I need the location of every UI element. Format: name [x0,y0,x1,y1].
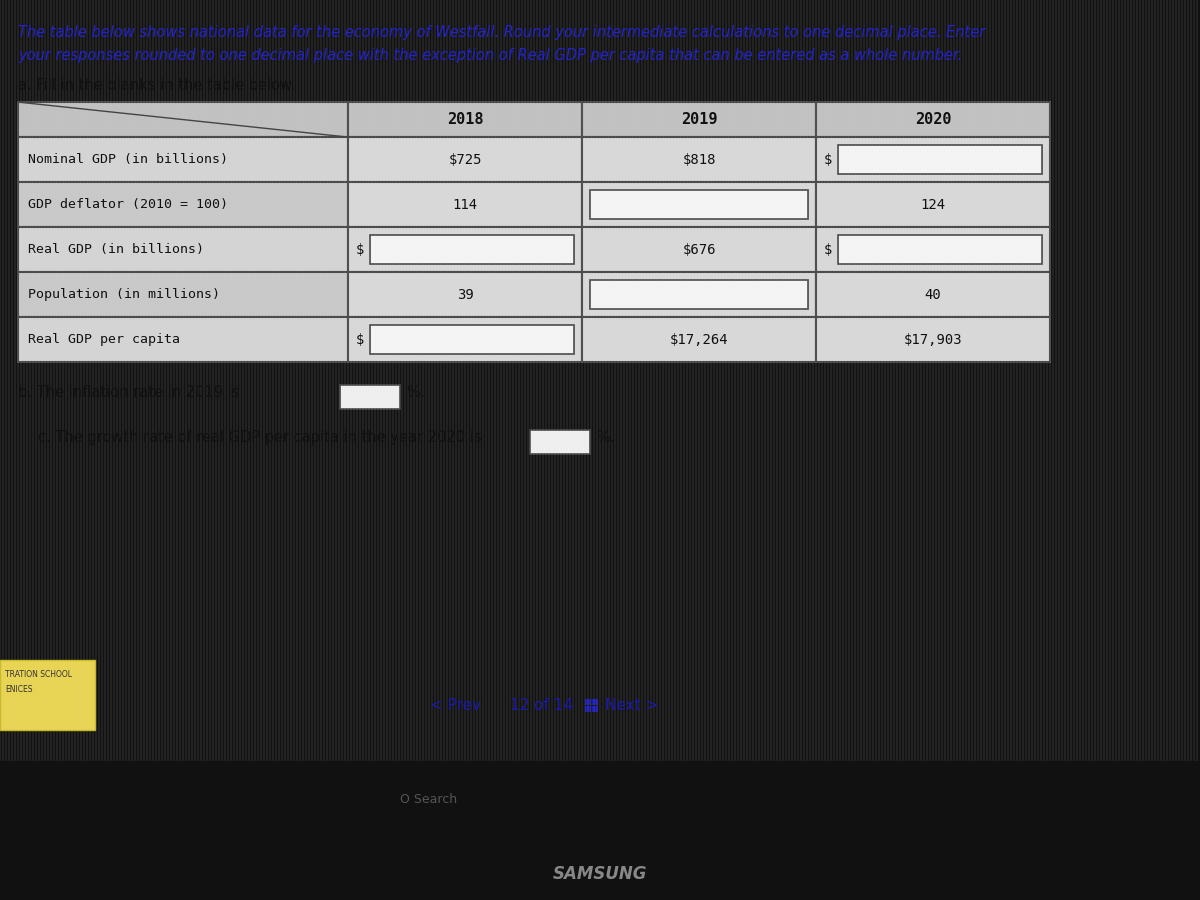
Bar [18,137,348,182]
Bar [18,102,348,137]
Text: 40: 40 [925,288,941,302]
Text: $676: $676 [683,243,715,256]
Bar [18,182,348,227]
Text: TRATION SCHOOL: TRATION SCHOOL [5,670,72,680]
Text: $: $ [356,333,365,346]
Bar [592,699,598,706]
Text: c. The growth rate of real GDP per capita in the year 2020 is: c. The growth rate of real GDP per capit… [38,430,481,446]
Text: ENICES: ENICES [5,686,32,695]
Text: $818: $818 [683,153,715,166]
Text: $: $ [824,243,833,256]
Text: SAMSUNG: SAMSUNG [553,865,647,883]
Text: your responses rounded to one decimal place with the exception of Real GDP per c: your responses rounded to one decimal pl… [18,48,962,63]
Text: 124: 124 [920,198,946,212]
Text: %.: %. [406,385,425,400]
Bar [816,137,1050,182]
Bar [838,145,1042,174]
Text: Real GDP per capita: Real GDP per capita [28,333,180,346]
Bar [590,190,808,219]
Text: GDP deflator (2010 = 100): GDP deflator (2010 = 100) [28,198,228,212]
Bar [816,102,1050,137]
Bar [348,227,582,272]
Bar [582,272,816,317]
Bar [348,137,582,182]
Text: 2020: 2020 [914,112,952,127]
Bar [340,385,400,410]
Bar [816,272,1050,317]
Bar [816,317,1050,362]
Bar [582,227,816,272]
Bar [348,317,582,362]
Text: O Search: O Search [400,793,457,806]
Text: 2018: 2018 [446,112,484,127]
Text: Real GDP (in billions): Real GDP (in billions) [28,243,204,256]
Bar [816,182,1050,227]
Bar [582,102,816,137]
Bar [816,227,1050,272]
Text: a. Fill in the blanks in the table below.: a. Fill in the blanks in the table below… [18,78,295,93]
Bar [370,235,574,265]
Text: The table below shows national data for the economy of Westfall. Round your inte: The table below shows national data for … [18,25,985,40]
Text: $17,264: $17,264 [670,333,728,346]
Bar [586,706,592,713]
Text: b. The inflation rate in 2019 is: b. The inflation rate in 2019 is [18,385,240,400]
Bar [592,706,598,713]
Bar [582,137,816,182]
Bar [0,661,95,731]
Text: < Prev: < Prev [430,698,481,713]
Bar [838,235,1042,265]
Bar [530,430,590,454]
Bar [582,317,816,362]
Bar [348,182,582,227]
Bar [18,227,348,272]
Bar [370,325,574,355]
Text: 39: 39 [457,288,473,302]
Text: %.: %. [596,430,614,446]
Bar [18,272,348,317]
Text: $17,903: $17,903 [904,333,962,346]
Text: $: $ [356,243,365,256]
Bar [18,317,348,362]
Text: Population (in millions): Population (in millions) [28,288,220,302]
Text: Nominal GDP (in billions): Nominal GDP (in billions) [28,153,228,166]
Text: $: $ [824,153,833,166]
Bar [586,699,592,706]
Text: 2019: 2019 [680,112,718,127]
Text: 114: 114 [452,198,478,212]
Bar [348,272,582,317]
Text: 12 of 14: 12 of 14 [510,698,574,713]
Bar [348,102,582,137]
Bar [590,280,808,310]
Text: Next >: Next > [605,698,659,713]
Bar [582,182,816,227]
Text: $725: $725 [449,153,481,166]
